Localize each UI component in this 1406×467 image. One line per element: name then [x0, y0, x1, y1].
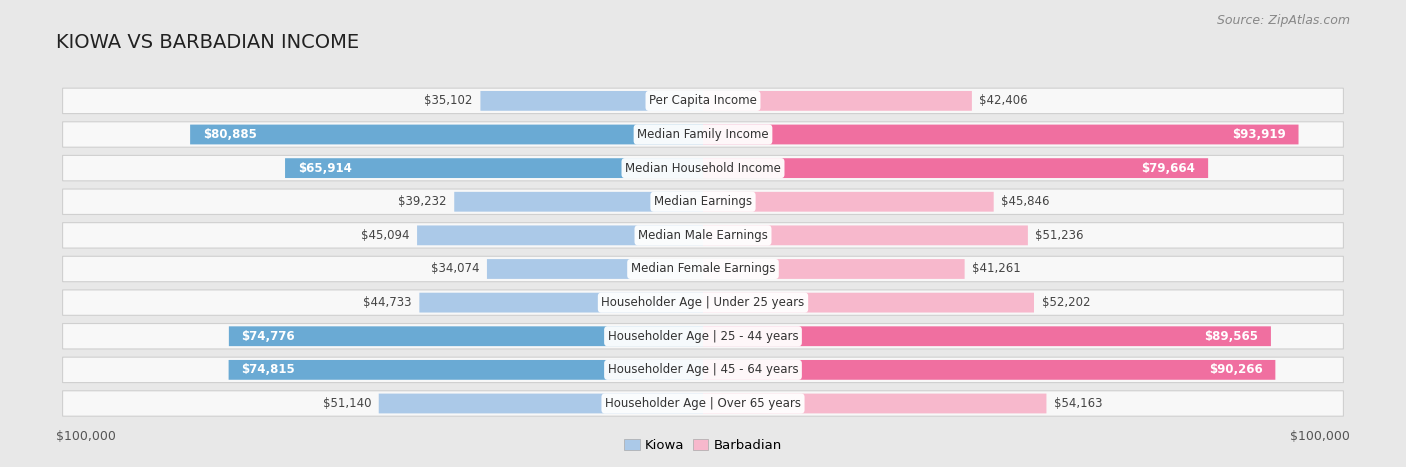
Text: $100,000: $100,000 — [1289, 430, 1350, 443]
FancyBboxPatch shape — [703, 125, 1299, 144]
Text: Householder Age | Over 65 years: Householder Age | Over 65 years — [605, 397, 801, 410]
FancyBboxPatch shape — [703, 158, 1208, 178]
Text: $74,815: $74,815 — [242, 363, 295, 376]
Text: Householder Age | 25 - 44 years: Householder Age | 25 - 44 years — [607, 330, 799, 343]
Text: $80,885: $80,885 — [202, 128, 257, 141]
FancyBboxPatch shape — [63, 189, 1343, 214]
Text: $65,914: $65,914 — [298, 162, 352, 175]
Text: $90,266: $90,266 — [1209, 363, 1263, 376]
FancyBboxPatch shape — [229, 360, 703, 380]
Text: Median Earnings: Median Earnings — [654, 195, 752, 208]
FancyBboxPatch shape — [703, 360, 1275, 380]
FancyBboxPatch shape — [486, 259, 703, 279]
Text: Source: ZipAtlas.com: Source: ZipAtlas.com — [1216, 14, 1350, 27]
Text: Median Family Income: Median Family Income — [637, 128, 769, 141]
FancyBboxPatch shape — [63, 122, 1343, 147]
Text: $79,664: $79,664 — [1142, 162, 1195, 175]
FancyBboxPatch shape — [703, 259, 965, 279]
Text: $39,232: $39,232 — [398, 195, 447, 208]
FancyBboxPatch shape — [703, 293, 1033, 312]
FancyBboxPatch shape — [63, 256, 1343, 282]
Text: Median Household Income: Median Household Income — [626, 162, 780, 175]
FancyBboxPatch shape — [63, 290, 1343, 315]
FancyBboxPatch shape — [190, 125, 703, 144]
Text: Householder Age | Under 25 years: Householder Age | Under 25 years — [602, 296, 804, 309]
Text: $45,094: $45,094 — [361, 229, 409, 242]
FancyBboxPatch shape — [703, 192, 994, 212]
Text: Householder Age | 45 - 64 years: Householder Age | 45 - 64 years — [607, 363, 799, 376]
FancyBboxPatch shape — [63, 357, 1343, 382]
Text: $100,000: $100,000 — [56, 430, 117, 443]
Text: $54,163: $54,163 — [1054, 397, 1102, 410]
FancyBboxPatch shape — [63, 88, 1343, 113]
FancyBboxPatch shape — [419, 293, 703, 312]
Text: $51,236: $51,236 — [1035, 229, 1084, 242]
FancyBboxPatch shape — [63, 156, 1343, 181]
Legend: Kiowa, Barbadian: Kiowa, Barbadian — [619, 434, 787, 457]
Text: $44,733: $44,733 — [363, 296, 412, 309]
FancyBboxPatch shape — [703, 326, 1271, 346]
FancyBboxPatch shape — [63, 324, 1343, 349]
FancyBboxPatch shape — [481, 91, 703, 111]
Text: $74,776: $74,776 — [242, 330, 295, 343]
FancyBboxPatch shape — [63, 223, 1343, 248]
Text: $89,565: $89,565 — [1204, 330, 1258, 343]
FancyBboxPatch shape — [703, 226, 1028, 245]
Text: Median Female Earnings: Median Female Earnings — [631, 262, 775, 276]
FancyBboxPatch shape — [229, 326, 703, 346]
FancyBboxPatch shape — [703, 91, 972, 111]
Text: $52,202: $52,202 — [1042, 296, 1090, 309]
Text: $42,406: $42,406 — [980, 94, 1028, 107]
Text: Median Male Earnings: Median Male Earnings — [638, 229, 768, 242]
Text: Per Capita Income: Per Capita Income — [650, 94, 756, 107]
FancyBboxPatch shape — [285, 158, 703, 178]
Text: $45,846: $45,846 — [1001, 195, 1050, 208]
FancyBboxPatch shape — [378, 394, 703, 413]
Text: $51,140: $51,140 — [322, 397, 371, 410]
FancyBboxPatch shape — [454, 192, 703, 212]
Text: $35,102: $35,102 — [425, 94, 472, 107]
FancyBboxPatch shape — [63, 391, 1343, 416]
Text: KIOWA VS BARBADIAN INCOME: KIOWA VS BARBADIAN INCOME — [56, 33, 360, 52]
FancyBboxPatch shape — [703, 394, 1046, 413]
Text: $93,919: $93,919 — [1232, 128, 1286, 141]
Text: $34,074: $34,074 — [430, 262, 479, 276]
FancyBboxPatch shape — [418, 226, 703, 245]
Text: $41,261: $41,261 — [972, 262, 1021, 276]
